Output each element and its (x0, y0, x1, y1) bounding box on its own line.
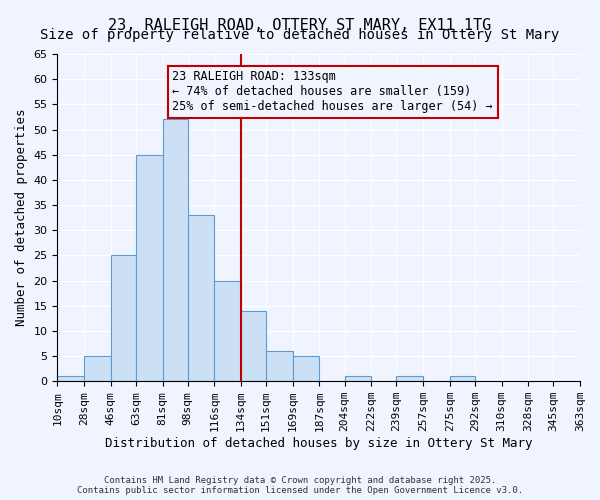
Text: Size of property relative to detached houses in Ottery St Mary: Size of property relative to detached ho… (40, 28, 560, 42)
Text: Contains HM Land Registry data © Crown copyright and database right 2025.
Contai: Contains HM Land Registry data © Crown c… (77, 476, 523, 495)
Bar (110, 256, 136, 381)
Bar (188, 215, 214, 381)
Bar (344, 376, 371, 381)
Text: 23, RALEIGH ROAD, OTTERY ST MARY, EX11 1TG: 23, RALEIGH ROAD, OTTERY ST MARY, EX11 1… (109, 18, 491, 32)
Bar (136, 154, 163, 381)
X-axis label: Distribution of detached houses by size in Ottery St Mary: Distribution of detached houses by size … (105, 437, 532, 450)
Bar (163, 120, 188, 381)
Bar (58, 376, 84, 381)
Bar (214, 280, 241, 381)
Bar (84, 356, 110, 381)
Bar (450, 376, 475, 381)
Text: 23 RALEIGH ROAD: 133sqm
← 74% of detached houses are smaller (159)
25% of semi-d: 23 RALEIGH ROAD: 133sqm ← 74% of detache… (172, 70, 493, 114)
Bar (293, 356, 319, 381)
Y-axis label: Number of detached properties: Number of detached properties (15, 109, 28, 326)
Bar (241, 310, 266, 381)
Bar (266, 351, 293, 381)
Bar (397, 376, 423, 381)
